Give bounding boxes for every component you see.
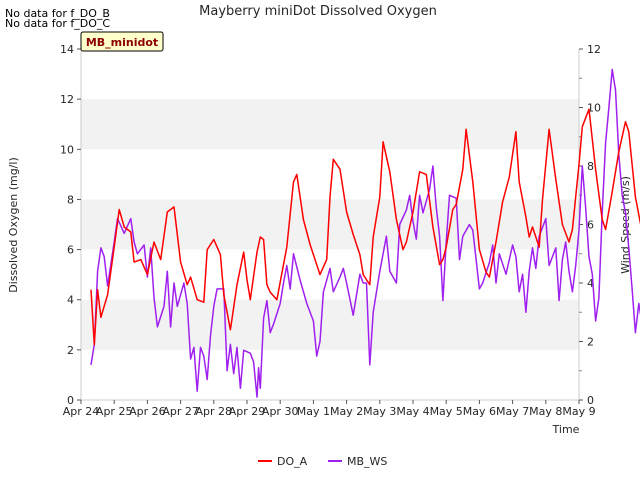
x-tick-label: Apr 28 (196, 405, 233, 418)
chart-title: Mayberry miniDot Dissolved Oxygen (199, 4, 437, 19)
x-tick-label: May 2 (330, 405, 363, 418)
right-axis: 0 2 4 6 8 10 12 (579, 43, 601, 407)
series-line-do-a (90, 108, 640, 346)
x-tick-label: May 9 (562, 405, 595, 418)
y-axis-label: Dissolved Oxygen (mg/l) (7, 157, 20, 292)
y2-tick-label: 10 (587, 102, 601, 115)
y2-tick-label: 6 (587, 219, 594, 232)
y2-tick-label: 8 (587, 160, 594, 173)
x-tick-label: May 6 (463, 405, 496, 418)
x-tick-label: Apr 30 (262, 405, 299, 418)
legend: DO_A MB_WS (258, 455, 387, 468)
y-tick-label: 14 (60, 43, 74, 56)
y2-tick-label: 0 (587, 394, 594, 407)
x-tick-label: Apr 27 (162, 405, 199, 418)
y-tick-label: 4 (67, 294, 74, 307)
x-tick-label: Apr 26 (129, 405, 166, 418)
y2-tick-label: 12 (587, 43, 601, 56)
y-tick-label: 12 (60, 93, 74, 106)
no-data-note-b: No data for f_DO_B (5, 7, 110, 20)
grid-band (81, 99, 579, 150)
x-tick-label: Apr 24 (63, 405, 100, 418)
x-tick-label: May 1 (297, 405, 330, 418)
legend-label-mb-ws: MB_WS (347, 455, 387, 468)
x-axis-label: Time (552, 423, 580, 436)
x-tick-label: May 3 (363, 405, 396, 418)
x-tick-label: May 7 (496, 405, 529, 418)
no-data-note-c: No data for f_DO_C (5, 17, 111, 30)
x-tick-label: Apr 25 (96, 405, 133, 418)
y-tick-label: 6 (67, 244, 74, 257)
x-tick-label: May 4 (396, 405, 429, 418)
station-badge-label: MB_minidot (86, 36, 158, 49)
y-tick-label: 2 (67, 344, 74, 357)
background-bands (81, 99, 579, 350)
y2-tick-label: 2 (587, 336, 594, 349)
y2-tick-label: 4 (587, 277, 594, 290)
series-lines (90, 68, 640, 398)
y-tick-label: 8 (67, 193, 74, 206)
x-tick-label: May 5 (430, 405, 463, 418)
series-line-mb-ws (90, 68, 640, 398)
x-tick-label: Apr 29 (229, 405, 266, 418)
legend-label-do-a: DO_A (277, 455, 308, 468)
station-badge: MB_minidot (80, 31, 164, 52)
y-tick-label: 10 (60, 143, 74, 156)
left-axis: 0 2 4 6 8 10 12 14 (60, 43, 81, 407)
x-tick-label: May 8 (529, 405, 562, 418)
y-tick-label: 0 (67, 394, 74, 407)
